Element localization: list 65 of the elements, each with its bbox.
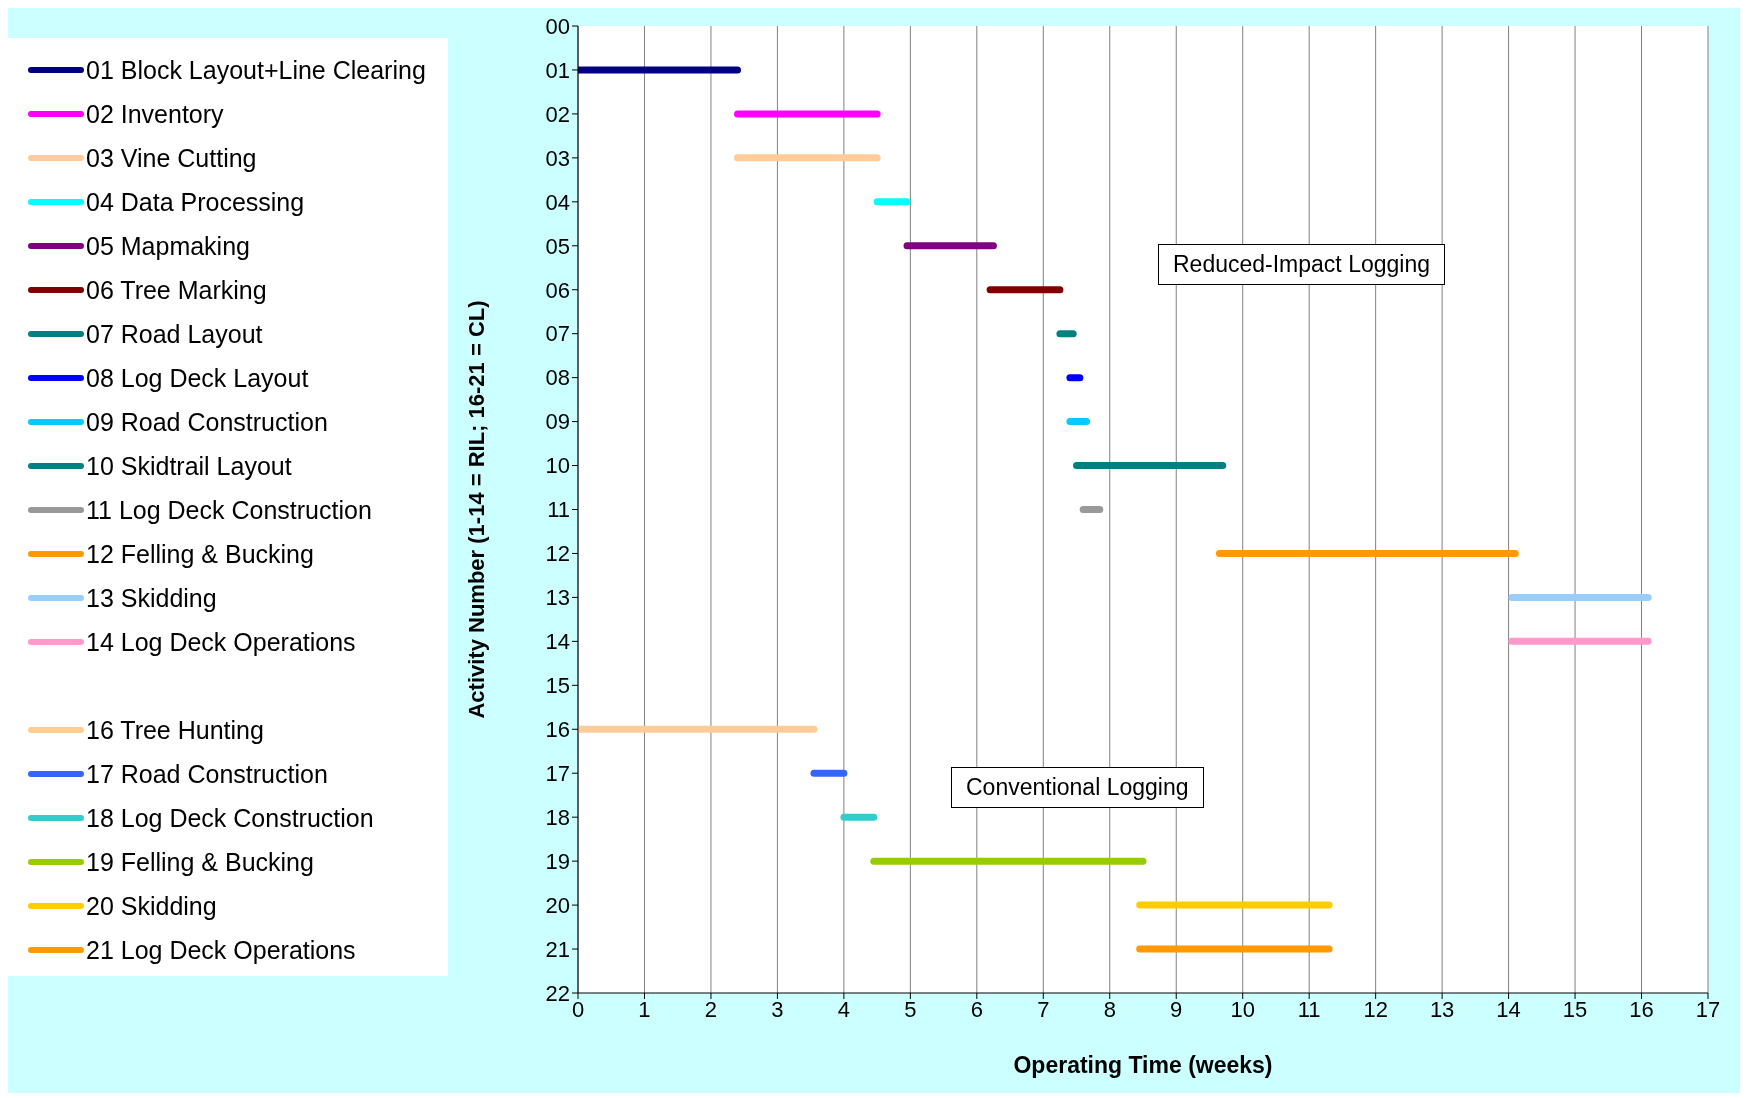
y-tick-label: 10 — [545, 453, 570, 479]
legend-label: 21 Log Deck Operations — [86, 935, 356, 965]
x-tick-label: 1 — [638, 996, 651, 1022]
x-tick-label: 10 — [1230, 996, 1255, 1022]
y-tick-label: 09 — [545, 409, 570, 435]
y-tick-label: 01 — [545, 57, 570, 83]
legend-label: 17 Road Construction — [86, 759, 328, 789]
y-tick-label: 20 — [545, 892, 570, 918]
y-tick-label: 05 — [545, 233, 570, 259]
annotation: Conventional Logging — [951, 767, 1204, 808]
y-tick-label: 07 — [545, 321, 570, 347]
legend-label: 04 Data Processing — [86, 187, 305, 217]
y-axis-title: Activity Number (1-14 = RIL; 16-21 = CL) — [463, 300, 489, 719]
y-tick-label: 17 — [545, 761, 570, 787]
legend-label: 07 Road Layout — [86, 319, 263, 349]
y-tick-label: 00 — [545, 13, 570, 39]
y-tick-label: 06 — [545, 277, 570, 303]
y-tick-label: 13 — [545, 585, 570, 611]
y-tick-label: 14 — [545, 629, 570, 655]
x-tick-label: 2 — [704, 996, 718, 1022]
y-tick-label: 12 — [545, 541, 570, 567]
legend-label: 09 Road Construction — [86, 407, 328, 437]
x-tick-label: 17 — [1695, 996, 1721, 1022]
x-tick-label: 12 — [1363, 996, 1388, 1022]
legend-label: 20 Skidding — [86, 891, 217, 921]
legend-label: 05 Mapmaking — [86, 231, 250, 261]
x-tick-label: 16 — [1629, 996, 1654, 1022]
x-tick-label: 15 — [1562, 996, 1588, 1022]
legend-label: 18 Log Deck Construction — [86, 803, 374, 833]
x-tick-label: 13 — [1429, 996, 1455, 1022]
x-tick-label: 11 — [1297, 996, 1321, 1022]
legend-label: 13 Skidding — [86, 583, 217, 613]
legend-label: 19 Felling & Bucking — [86, 847, 314, 877]
y-tick-label: 19 — [545, 848, 570, 874]
annotation: Reduced-Impact Logging — [1158, 244, 1445, 285]
x-tick-label: 6 — [970, 996, 983, 1022]
y-tick-label: 16 — [545, 717, 570, 743]
legend-label: 02 Inventory — [86, 99, 224, 129]
y-tick-label: 02 — [545, 101, 570, 127]
y-tick-label: 15 — [545, 673, 570, 699]
legend-label: 16 Tree Hunting — [86, 715, 264, 745]
legend-label: 06 Tree Marking — [86, 275, 267, 305]
legend-label: 08 Log Deck Layout — [86, 363, 309, 393]
legend-label: 11 Log Deck Construction — [86, 495, 372, 525]
x-tick-label: 8 — [1103, 996, 1116, 1022]
x-tick-label: 7 — [1037, 996, 1050, 1022]
x-tick-label: 9 — [1170, 996, 1183, 1022]
y-tick-label: 03 — [545, 145, 570, 171]
y-tick-label: 11 — [547, 497, 570, 523]
x-tick-label: 4 — [837, 996, 851, 1022]
legend-label: 14 Log Deck Operations — [86, 627, 356, 657]
x-tick-label: 3 — [771, 996, 784, 1022]
legend-label: 10 Skidtrail Layout — [86, 451, 292, 481]
x-tick-label: 0 — [571, 996, 585, 1022]
legend-label: 01 Block Layout+Line Clearing — [86, 55, 426, 85]
legend-label: 03 Vine Cutting — [86, 143, 257, 173]
legend-label: 12 Felling & Bucking — [86, 539, 314, 569]
y-tick-label: 08 — [545, 365, 570, 391]
x-tick-label: 5 — [904, 996, 917, 1022]
x-axis-title: Operating Time (weeks) — [1013, 1052, 1273, 1078]
x-tick-label: 14 — [1496, 996, 1521, 1022]
y-tick-label: 18 — [545, 804, 570, 830]
y-tick-label: 21 — [545, 936, 570, 962]
y-tick-label: 22 — [545, 980, 570, 1006]
y-tick-label: 04 — [545, 189, 570, 215]
